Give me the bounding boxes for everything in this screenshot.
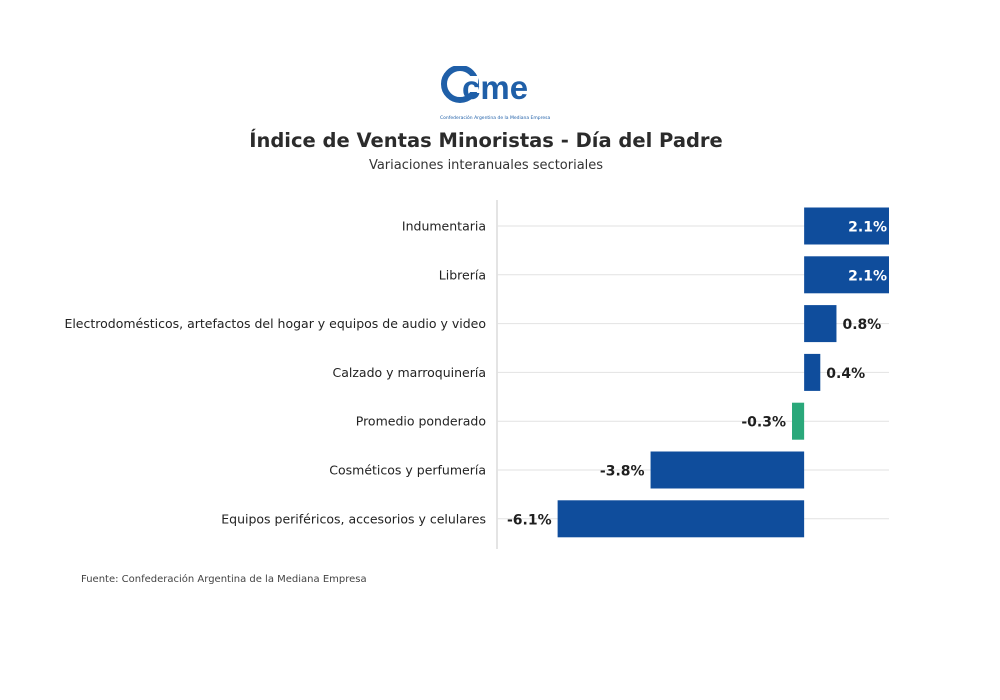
category-label: Librería bbox=[439, 267, 486, 282]
logo-text: cme bbox=[462, 69, 528, 106]
bar bbox=[804, 305, 837, 343]
value-label: 2.1% bbox=[848, 220, 887, 236]
source-note: Fuente: Confederación Argentina de la Me… bbox=[81, 574, 367, 585]
value-label: -0.3% bbox=[741, 415, 786, 431]
value-label: 0.4% bbox=[826, 366, 865, 382]
value-label: 0.8% bbox=[842, 317, 881, 333]
category-label: Promedio ponderado bbox=[356, 414, 486, 429]
value-label: -6.1% bbox=[507, 512, 552, 528]
value-label: -3.8% bbox=[600, 464, 645, 480]
came-logo: cme Confederación Argentina de la Median… bbox=[438, 65, 558, 126]
bar bbox=[650, 451, 805, 489]
bar bbox=[792, 402, 805, 440]
bar bbox=[557, 500, 805, 538]
category-label: Calzado y marroquinería bbox=[333, 365, 487, 380]
chart-subtitle: Variaciones interanuales sectoriales bbox=[368, 158, 604, 173]
bar bbox=[804, 207, 889, 245]
bar bbox=[804, 353, 821, 391]
category-label: Cosméticos y perfumería bbox=[329, 463, 486, 478]
value-label: 2.1% bbox=[848, 268, 887, 284]
category-label: Equipos periféricos, accesorios y celula… bbox=[221, 511, 486, 526]
chart-title: Índice de Ventas Minoristas - Día del Pa… bbox=[249, 129, 723, 152]
category-label: Electrodomésticos, artefactos del hogar … bbox=[64, 316, 486, 331]
bar bbox=[804, 256, 889, 294]
category-label: Indumentaria bbox=[402, 219, 486, 234]
logo-tagline: Confederación Argentina de la Mediana Em… bbox=[440, 114, 550, 121]
